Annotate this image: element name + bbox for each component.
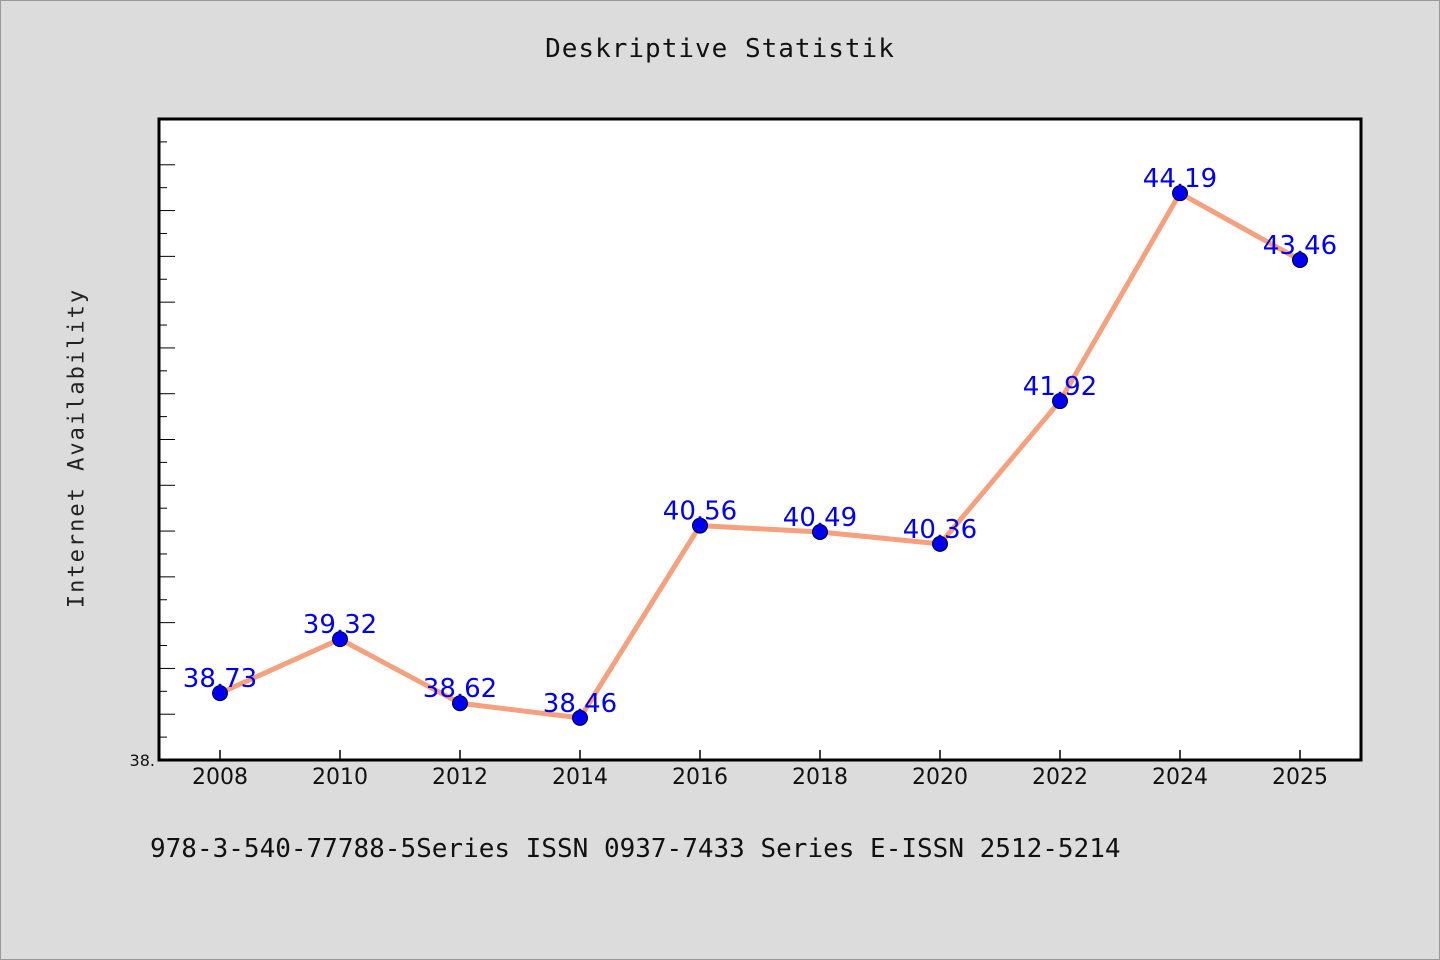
x-tick-label: 2020: [912, 765, 968, 790]
data-label-group: 38.73 39.32 38.62 38.46 40.56 40.49 40.36 41.92…: [183, 164, 1337, 719]
x-tick-label: 2024: [1152, 765, 1208, 790]
data-label: 38.46: [543, 689, 617, 719]
series-line: [217, 190, 1303, 721]
data-label: 44.19: [1143, 164, 1217, 194]
x-tick-label: 2025: [1272, 765, 1328, 790]
x-tick-label: 2012: [432, 765, 488, 790]
data-point-marker: [212, 685, 228, 702]
data-point-marker: [932, 535, 948, 552]
x-axis-ticks: [219, 750, 1301, 760]
data-label: 38.73: [183, 664, 257, 694]
data-point-marker: [572, 709, 588, 726]
data-point-marker: [1172, 185, 1188, 202]
x-tick-label: 2016: [672, 765, 728, 790]
chart-title: Deskriptive Statistik: [545, 34, 895, 64]
data-label: 40.49: [783, 503, 857, 533]
footer-text: 978-3-540-77788-5Series ISSN 0937-7433 S…: [150, 834, 1121, 864]
x-tick-label: 2008: [192, 765, 248, 790]
plot-area: [157, 117, 1363, 762]
data-point-marker: [1052, 393, 1068, 410]
data-point-marker: [332, 631, 348, 648]
data-label: 39.32: [303, 610, 377, 640]
series-line-group: [217, 190, 1303, 721]
data-label: 43.46: [1263, 231, 1337, 261]
x-tick-label: 2014: [552, 765, 608, 790]
x-tick-label: 2010: [312, 765, 368, 790]
data-label: 38.62: [423, 674, 497, 704]
x-tick-label: 2022: [1032, 765, 1088, 790]
x-tick-label-group: 2008 2010 2012 2014 2016 2018 2020 2022 2024 2025: [192, 765, 1328, 790]
data-label: 40.36: [903, 515, 977, 545]
y-tick-label: 38.: [130, 751, 155, 770]
data-label: 41.92: [1023, 372, 1097, 402]
data-point-marker: [692, 517, 708, 534]
data-point-marker: [452, 695, 468, 712]
data-label: 40.56: [663, 497, 737, 527]
data-point-marker: [1292, 252, 1308, 269]
x-tick-label: 2018: [792, 765, 848, 790]
marker-group: [212, 185, 1308, 726]
data-point-marker: [812, 523, 828, 540]
y-axis-ticks: [159, 118, 175, 761]
